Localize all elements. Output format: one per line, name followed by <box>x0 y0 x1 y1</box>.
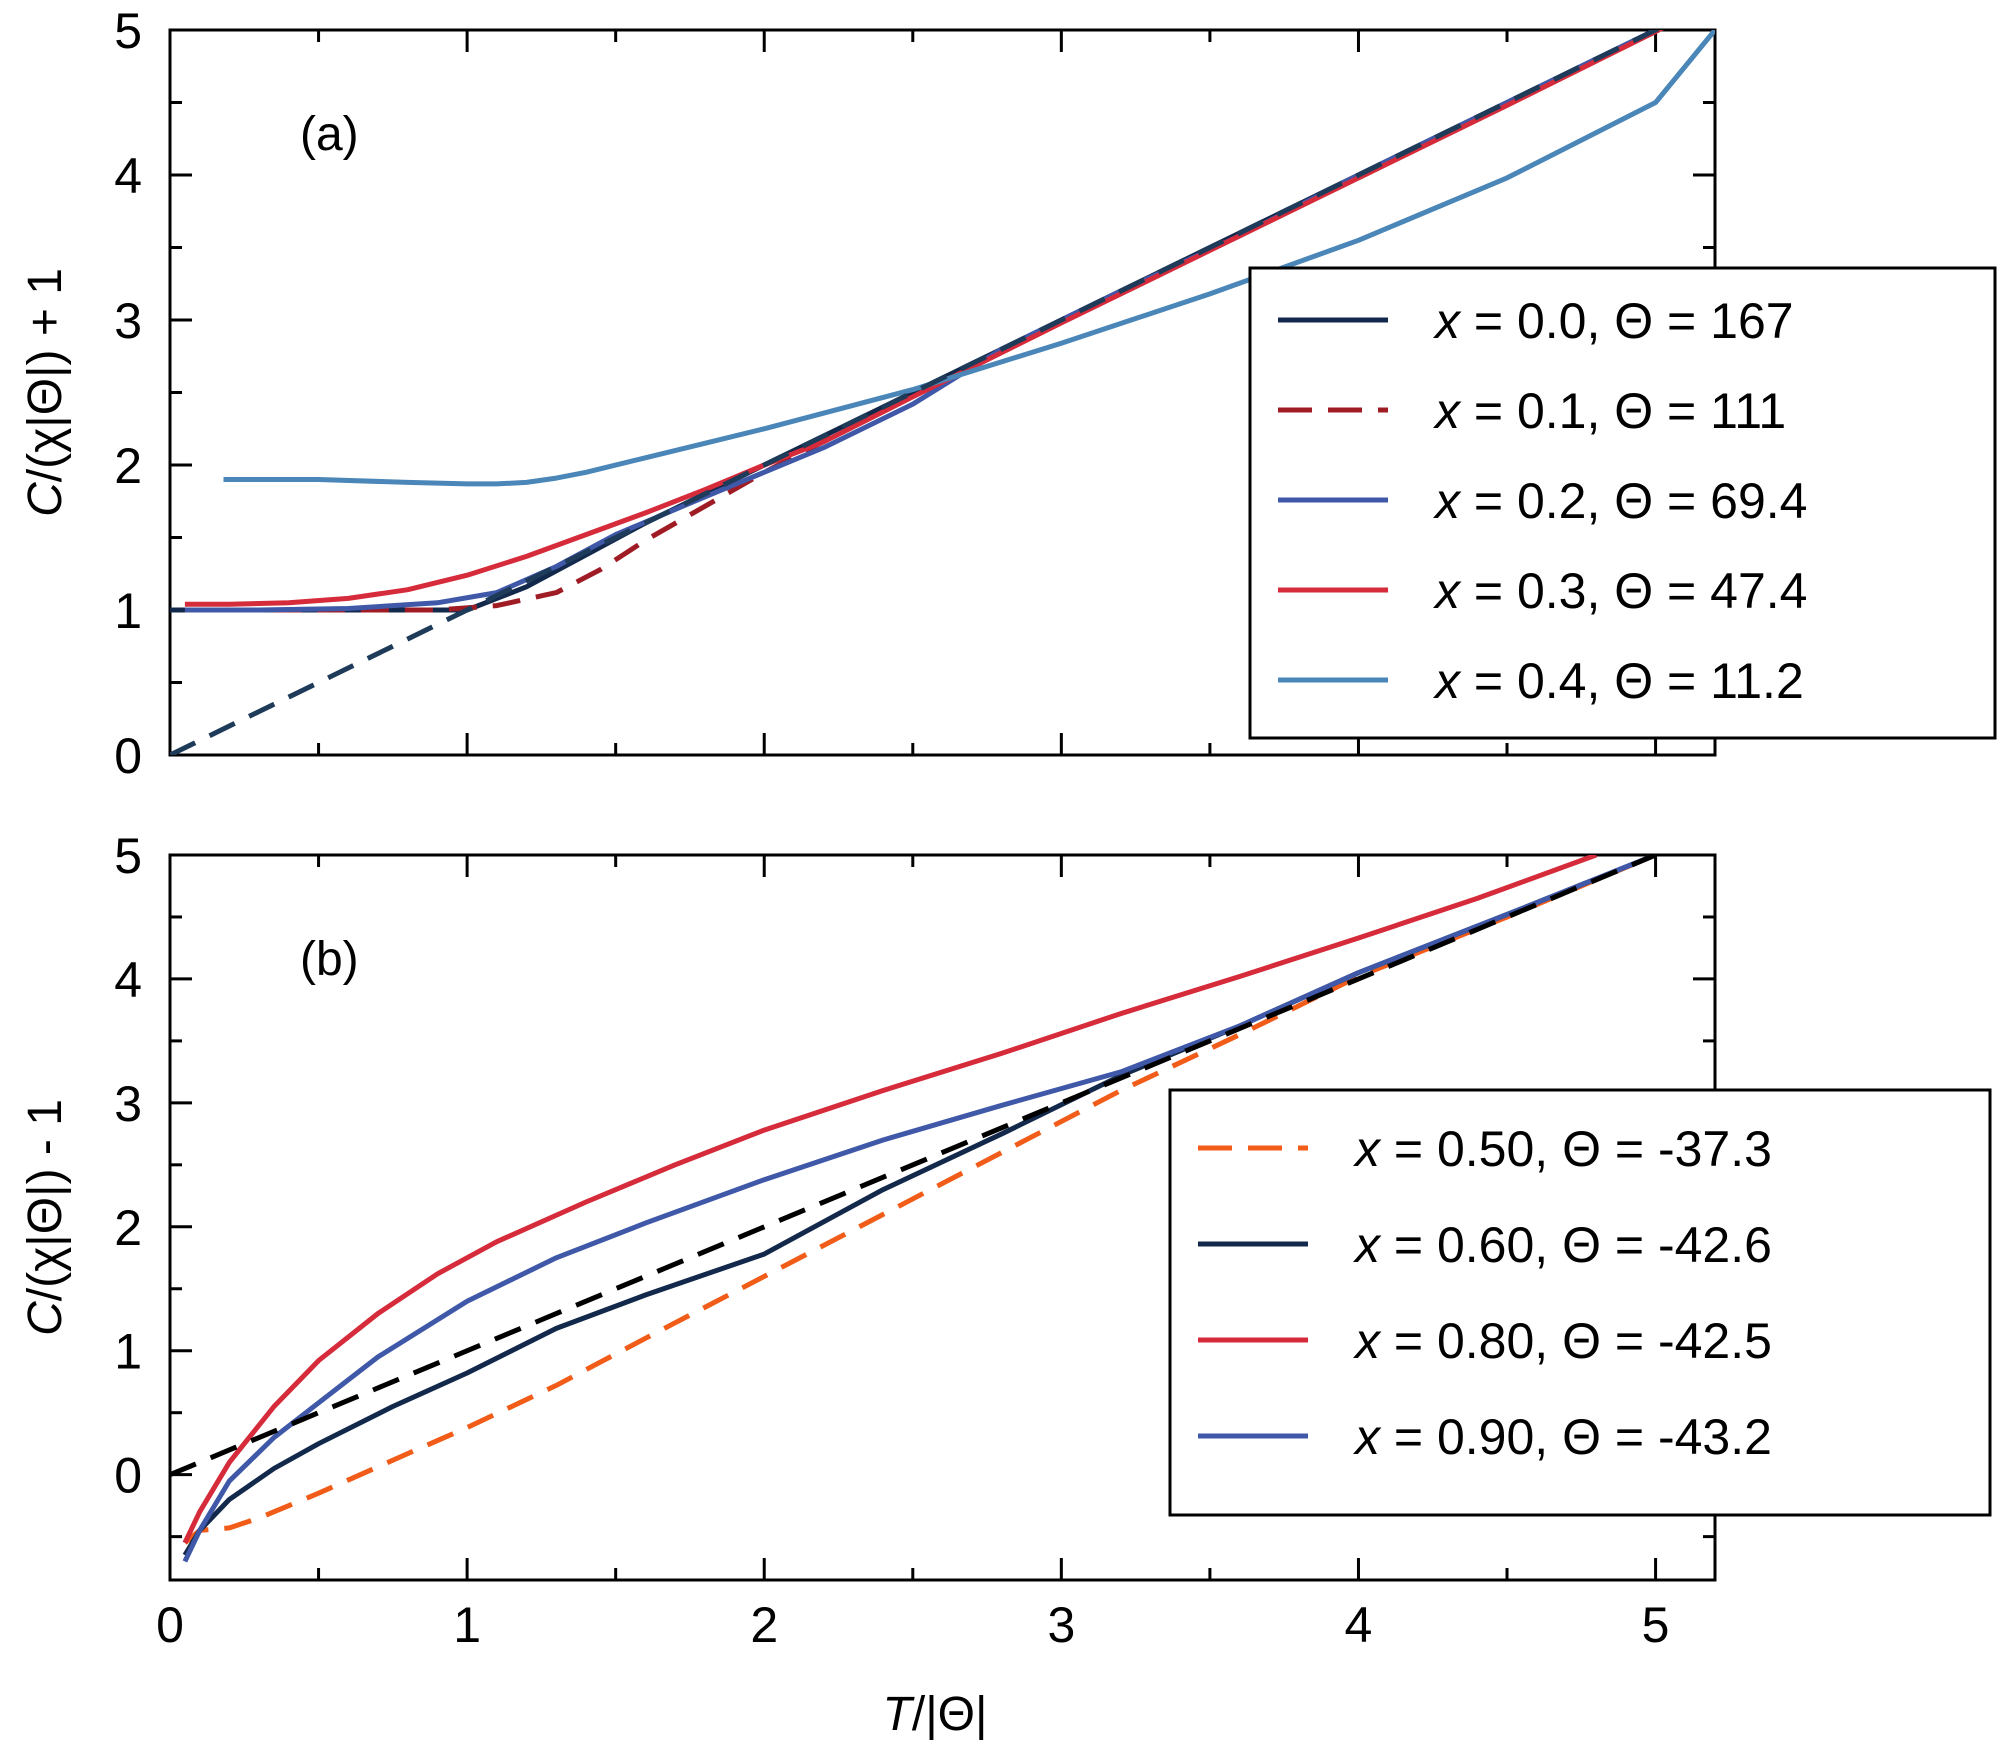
y-tick-label: 3 <box>114 1076 142 1132</box>
x-tick-label: 0 <box>156 1597 184 1653</box>
series-line-1 <box>184 30 1664 613</box>
legend-label-rest: = 0.1, Θ = 111 <box>1460 383 1786 439</box>
legend-label-italic: x <box>1353 1217 1382 1273</box>
series-line-4 <box>223 30 1715 487</box>
legend-label-0: x = 0.50, Θ = -37.3 <box>1353 1121 1772 1177</box>
legend-label-rest: = 0.0, Θ = 167 <box>1460 293 1794 349</box>
panel-b: 0 1 2 3 4 5 0 1 2 3 4 5 C/(χ|Θ|) - 1 (b) x = 0.50, Θ =… <box>19 828 1992 1653</box>
y-axis-label: C/(χ|Θ|) - 1 <box>19 1099 72 1336</box>
series-line-3 <box>182 855 1657 1563</box>
legend-label-4: x = 0.4, Θ = 11.2 <box>1433 653 1804 709</box>
y-tick-label: 2 <box>114 438 142 494</box>
y-axis-label-italic: C <box>19 1301 72 1336</box>
y-axis-label: C/(χ|Θ|) + 1 <box>19 268 72 517</box>
legend-label-1: x = 0.60, Θ = -42.6 <box>1353 1217 1772 1273</box>
x-tick-label: 2 <box>750 1597 778 1653</box>
x-tick-label: 5 <box>1642 1597 1670 1653</box>
legend-label-italic: x <box>1353 1313 1382 1369</box>
y-axis-label-rest: /(χ|Θ|) + 1 <box>19 268 72 482</box>
y-tick-label: 0 <box>114 728 142 784</box>
y-tick-label: 5 <box>114 828 142 884</box>
series-line-2 <box>182 855 1598 1544</box>
x-axis-label-italic: T <box>883 1688 916 1741</box>
legend-box <box>1168 1088 1992 1517</box>
legend-label-2: x = 0.80, Θ = -42.5 <box>1353 1313 1772 1369</box>
legend-label-3: x = 0.3, Θ = 47.4 <box>1433 563 1807 619</box>
legend-label-rest: = 0.60, Θ = -42.6 <box>1380 1217 1772 1273</box>
y-tick-label: 1 <box>114 1324 142 1380</box>
panel-label: (a) <box>300 108 359 161</box>
y-tick-label: 0 <box>114 1448 142 1504</box>
y-tick-label: 4 <box>114 148 142 204</box>
legend-label-rest: = 0.50, Θ = -37.3 <box>1380 1121 1772 1177</box>
x-axis-label-rest: /|Θ| <box>912 1688 988 1741</box>
reference-line <box>170 30 1662 755</box>
legend-label-rest: = 0.80, Θ = -42.5 <box>1380 1313 1772 1369</box>
plot-lines <box>170 855 1657 1563</box>
legend-label-italic: x <box>1353 1409 1382 1465</box>
y-axis-label-italic: C <box>19 482 72 517</box>
x-tick-label: 4 <box>1345 1597 1373 1653</box>
legend-label-rest: = 0.90, Θ = -43.2 <box>1380 1409 1772 1465</box>
y-axis-label-rest: /(χ|Θ|) - 1 <box>19 1099 72 1301</box>
panel-label: (b) <box>300 933 359 986</box>
x-tick-label: 1 <box>453 1597 481 1653</box>
y-tick-label: 1 <box>114 583 142 639</box>
legend-label-italic: x <box>1433 473 1462 529</box>
legend-label-1: x = 0.1, Θ = 111 <box>1433 383 1786 439</box>
legend-label-italic: x <box>1353 1121 1382 1177</box>
legend: x = 0.50, Θ = -37.3x = 0.60, Θ = -42.6x … <box>1168 1088 1992 1517</box>
legend-label-3: x = 0.90, Θ = -43.2 <box>1353 1409 1772 1465</box>
y-tick-label: 4 <box>114 952 142 1008</box>
legend-label-rest: = 0.2, Θ = 69.4 <box>1460 473 1807 529</box>
y-tick-label: 5 <box>114 3 142 59</box>
x-tick-label: 3 <box>1047 1597 1075 1653</box>
legend-label-2: x = 0.2, Θ = 69.4 <box>1433 473 1807 529</box>
x-axis-label: T/|Θ| <box>883 1688 988 1741</box>
legend-label-italic: x <box>1433 383 1462 439</box>
legend-label-rest: = 0.4, Θ = 11.2 <box>1460 653 1804 709</box>
legend-label-italic: x <box>1433 653 1462 709</box>
legend-label-0: x = 0.0, Θ = 167 <box>1433 293 1794 349</box>
legend-label-rest: = 0.3, Θ = 47.4 <box>1460 563 1807 619</box>
legend-box <box>1248 266 1997 740</box>
series-line-3 <box>184 30 1664 607</box>
legend-label-italic: x <box>1433 563 1462 619</box>
reference-line <box>170 855 1657 1478</box>
plot-lines <box>170 30 1715 755</box>
legend-label-italic: x <box>1433 293 1462 349</box>
y-tick-label: 2 <box>114 1200 142 1256</box>
y-tick-label: 3 <box>114 293 142 349</box>
series-line-0 <box>183 855 1657 1545</box>
